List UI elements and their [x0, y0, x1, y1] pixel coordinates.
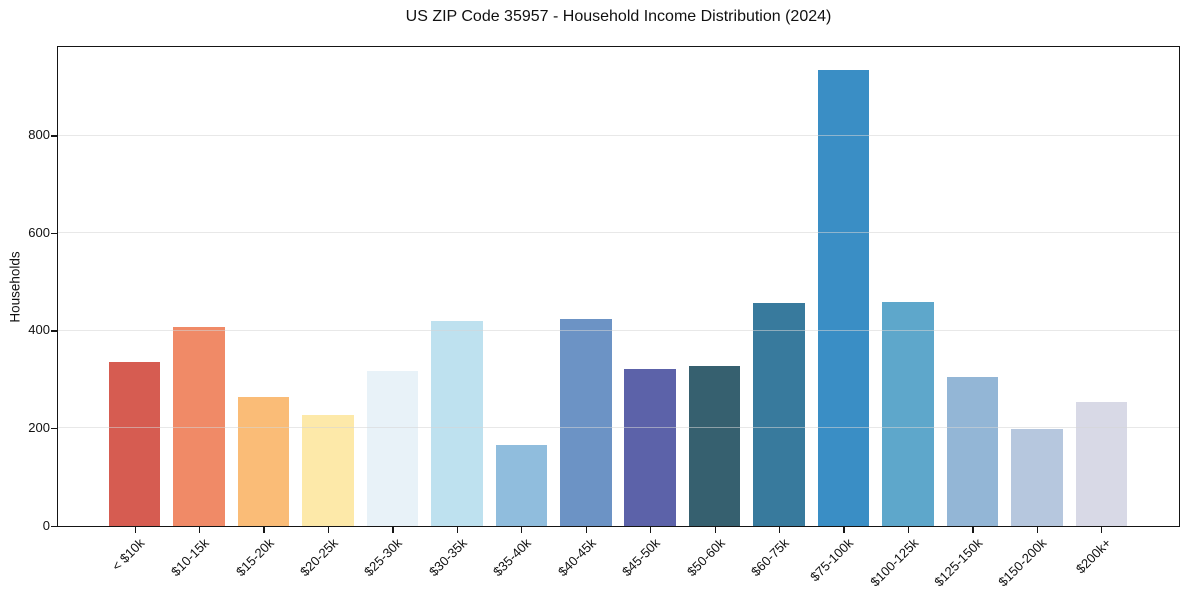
y-tick-mark-200	[51, 427, 57, 430]
x-tick-mark-35-40k	[521, 527, 523, 533]
gridline-y-800	[58, 134, 1179, 136]
x-tick-mark-200k	[1101, 527, 1103, 533]
x-tick-mark-75-100k	[843, 527, 845, 533]
gridline-y-200	[58, 427, 1179, 429]
x-tick-label-75-100k: $75-100k	[807, 535, 857, 585]
y-tick-mark-0	[51, 525, 57, 527]
y-tick-label-800: 800	[28, 127, 50, 143]
x-tick-label-200k: $200k+	[1073, 535, 1115, 577]
bar-75-100k	[817, 69, 870, 526]
x-tick-mark-15-20k	[263, 527, 265, 533]
x-axis-tick-labels: < $10k $10-15k $15-20k $20-25k $25-30k $30-35…	[57, 535, 1180, 590]
bar-10-15k	[173, 326, 225, 526]
x-tick-mark-40-45k	[585, 527, 587, 533]
y-tick-label-400: 400	[28, 322, 50, 338]
x-tick-mark-10k	[134, 527, 136, 533]
x-tick-label-10k: < $10k	[109, 535, 148, 574]
x-tick-mark-10-15k	[198, 527, 201, 533]
x-tick-mark-25-30k	[392, 527, 394, 533]
x-tick-mark-50-60k	[714, 527, 716, 533]
y-tick-label-600: 600	[28, 224, 50, 240]
y-tick-mark-600	[51, 232, 57, 235]
bar-150-200k	[1011, 429, 1063, 526]
x-tick-label-50-60k: $50-60k	[683, 535, 728, 580]
x-tick-label-15-20k: $15-20k	[232, 535, 277, 580]
x-tick-mark-125-150k	[972, 527, 974, 533]
bar-25-30k	[366, 371, 419, 526]
bar-200k	[1075, 401, 1128, 526]
bar-60-75k	[753, 303, 805, 526]
x-tick-label-100-125k: $100-125k	[866, 535, 921, 590]
x-tick-label-20-25k: $20-25k	[297, 535, 341, 580]
bar-100-125k	[882, 301, 934, 526]
x-axis-tick-marks	[57, 527, 1180, 533]
y-tick-label-0: 0	[42, 517, 50, 533]
x-tick-label-30-35k: $30-35k	[425, 535, 470, 580]
bar-10k	[108, 361, 161, 526]
x-tick-label-35-40k: $35-40k	[490, 535, 535, 580]
x-tick-mark-20-25k	[327, 527, 330, 533]
y-tick-mark-800	[51, 135, 57, 137]
chart-title: US ZIP Code 35957 - Household Income Dis…	[405, 8, 832, 25]
y-tick-mark-400	[51, 330, 57, 332]
bar-50-60k	[688, 365, 741, 526]
y-axis-tick-marks	[51, 46, 57, 527]
x-tick-mark-60-75k	[778, 527, 781, 533]
bar-40-45k	[560, 318, 612, 526]
x-tick-mark-30-35k	[456, 527, 459, 533]
x-tick-label-45-50k: $45-50k	[619, 535, 664, 580]
bar-45-50k	[624, 368, 676, 526]
bar-35-40k	[495, 445, 548, 526]
x-tick-label-40-45k: $40-45k	[554, 535, 599, 580]
bar-15-20k	[237, 397, 290, 526]
x-tick-label-10-15k: $10-15k	[168, 535, 213, 580]
bar-125-150k	[946, 376, 999, 526]
gridline-y-600	[58, 232, 1179, 234]
gridline-y-400	[58, 329, 1179, 331]
bar-30-35k	[431, 321, 483, 526]
x-tick-mark-45-50k	[650, 527, 652, 533]
x-tick-label-60-75k: $60-75k	[748, 535, 793, 580]
x-tick-mark-100-125k	[907, 527, 910, 533]
x-tick-label-25-30k: $25-30k	[361, 535, 406, 580]
x-tick-label-150-200k: $150-200k	[995, 535, 1050, 590]
y-axis-tick-labels: 0 200 400 600 800	[0, 46, 50, 532]
y-tick-label-200: 200	[28, 419, 50, 435]
x-tick-mark-150-200k	[1036, 527, 1039, 533]
bar-20-25k	[302, 415, 354, 526]
plot-area	[57, 46, 1180, 527]
x-tick-label-125-150k: $125-150k	[931, 535, 986, 590]
